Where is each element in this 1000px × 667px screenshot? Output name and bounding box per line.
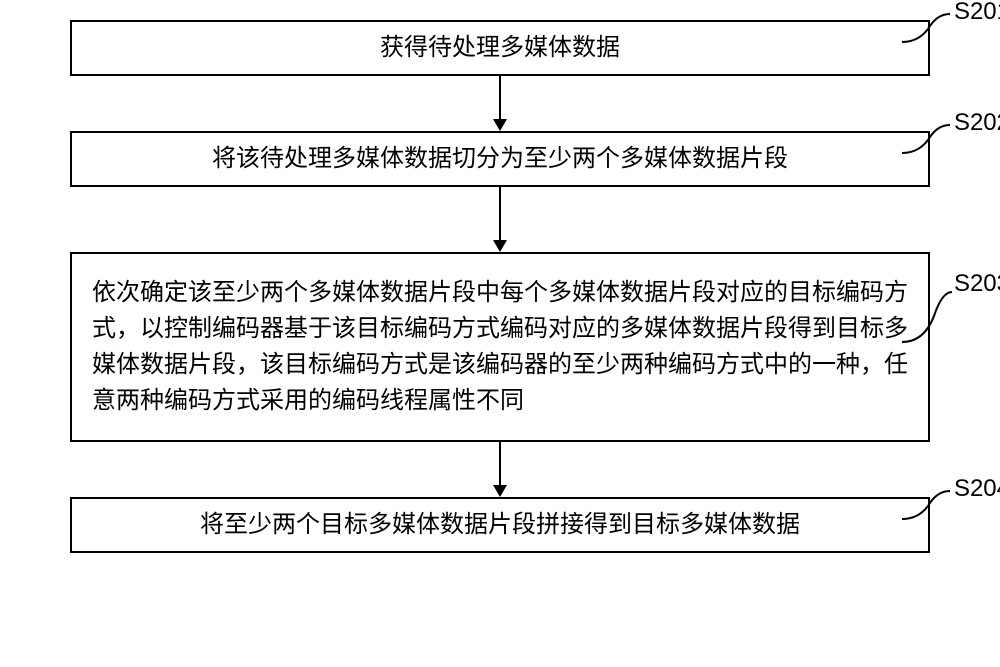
connector-curve bbox=[902, 14, 950, 42]
step-label-s202: S202 bbox=[954, 109, 1000, 137]
step-label-s203: S203 bbox=[954, 270, 1000, 298]
step-text: 依次确定该至少两个多媒体数据片段中每个多媒体数据片段对应的目标编码方式，以控制编… bbox=[92, 275, 908, 419]
arrow-head-icon bbox=[493, 119, 507, 131]
flow-row: 依次确定该至少两个多媒体数据片段中每个多媒体数据片段对应的目标编码方式，以控制编… bbox=[20, 252, 980, 442]
step-label-s201: S201 bbox=[954, 0, 1000, 26]
connector-curve bbox=[902, 125, 950, 153]
arrow-s203-s204 bbox=[485, 442, 515, 497]
step-text: 获得待处理多媒体数据 bbox=[380, 30, 620, 66]
step-wrapper: 将该待处理多媒体数据切分为至少两个多媒体数据片段 S202 bbox=[70, 131, 930, 187]
step-box-s201: 获得待处理多媒体数据 bbox=[70, 20, 930, 76]
flow-row: 将该待处理多媒体数据切分为至少两个多媒体数据片段 S202 bbox=[20, 131, 980, 187]
step-text: 将该待处理多媒体数据切分为至少两个多媒体数据片段 bbox=[212, 141, 788, 177]
arrow-s201-s202 bbox=[485, 76, 515, 131]
step-label-s204: S204 bbox=[954, 475, 1000, 503]
step-box-s202: 将该待处理多媒体数据切分为至少两个多媒体数据片段 bbox=[70, 131, 930, 187]
arrow-head-icon bbox=[493, 240, 507, 252]
connector-curve bbox=[902, 491, 950, 519]
flow-row: 将至少两个目标多媒体数据片段拼接得到目标多媒体数据 S204 bbox=[20, 497, 980, 553]
step-wrapper: 将至少两个目标多媒体数据片段拼接得到目标多媒体数据 S204 bbox=[70, 497, 930, 553]
step-wrapper: 依次确定该至少两个多媒体数据片段中每个多媒体数据片段对应的目标编码方式，以控制编… bbox=[70, 252, 930, 442]
step-box-s203: 依次确定该至少两个多媒体数据片段中每个多媒体数据片段对应的目标编码方式，以控制编… bbox=[70, 252, 930, 442]
arrow-s202-s203 bbox=[485, 187, 515, 252]
flow-row: 获得待处理多媒体数据 S201 bbox=[20, 20, 980, 76]
step-wrapper: 获得待处理多媒体数据 S201 bbox=[70, 20, 930, 76]
step-text: 将至少两个目标多媒体数据片段拼接得到目标多媒体数据 bbox=[200, 507, 800, 543]
arrow-head-icon bbox=[493, 485, 507, 497]
connector-curve bbox=[902, 292, 952, 342]
step-box-s204: 将至少两个目标多媒体数据片段拼接得到目标多媒体数据 bbox=[70, 497, 930, 553]
flowchart-container: 获得待处理多媒体数据 S201 将该待处理多媒体数据切分为至少两个多媒体数据片段… bbox=[20, 20, 980, 553]
